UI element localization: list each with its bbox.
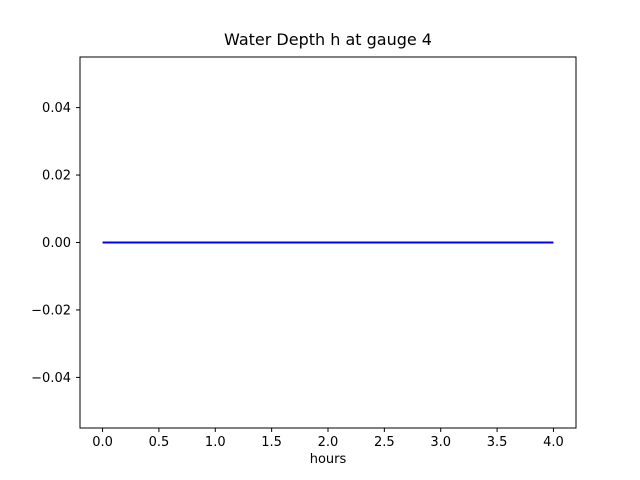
x-tick-label: 2.0 (318, 435, 339, 450)
y-tick-label: 0.04 (42, 101, 71, 116)
chart-title: Water Depth h at gauge 4 (224, 30, 432, 49)
x-tick-label: 2.5 (374, 435, 395, 450)
x-tick-label: 4.0 (543, 435, 564, 450)
x-tick-label: 1.5 (261, 435, 282, 450)
x-axis-label: hours (309, 452, 347, 467)
x-tick-label: 3.0 (430, 435, 451, 450)
y-tick-label: −0.02 (31, 303, 71, 318)
y-tick-label: −0.04 (31, 371, 71, 386)
y-tick-label: 0.02 (42, 169, 71, 184)
x-tick-label: 0.0 (92, 435, 113, 450)
x-tick-label: 3.5 (487, 435, 508, 450)
x-tick-label: 0.5 (149, 435, 170, 450)
x-tick-label: 1.0 (205, 435, 226, 450)
y-tick-label: 0.00 (42, 236, 71, 251)
